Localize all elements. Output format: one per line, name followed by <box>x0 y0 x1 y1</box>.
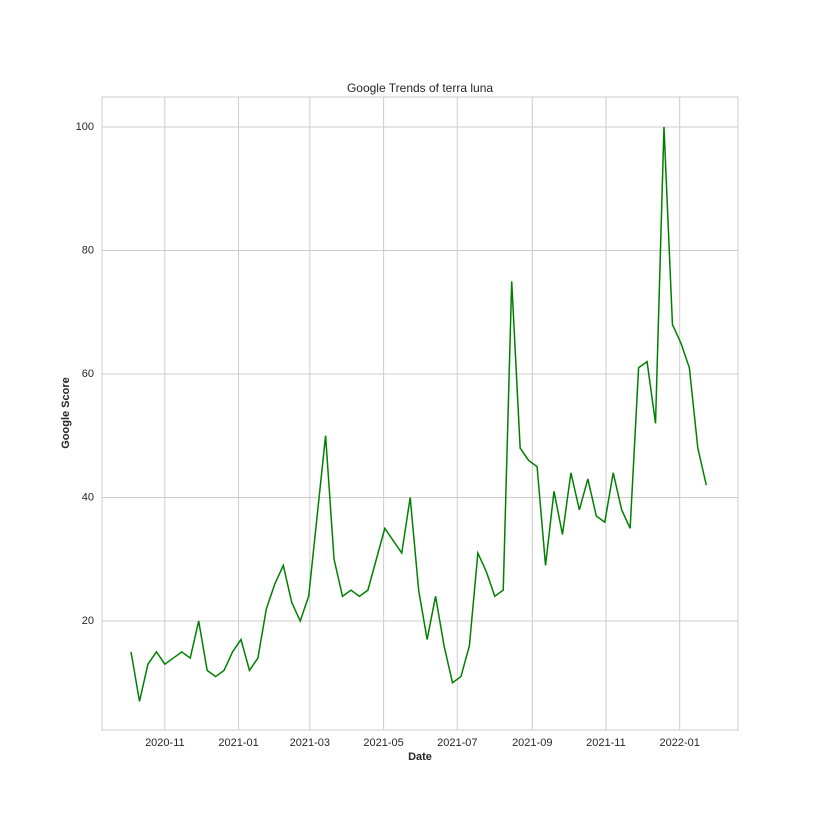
x-tick-label: 2022-01 <box>660 737 700 749</box>
x-tick-label: 2021-03 <box>290 737 330 749</box>
x-tick-label: 2021-07 <box>437 737 477 749</box>
x-tick-label: 2021-11 <box>586 737 626 749</box>
x-axis-label: Date <box>408 751 432 763</box>
y-tick-label: 100 <box>76 121 94 133</box>
y-axis-label: Google Score <box>60 377 72 449</box>
x-tick-label: 2021-01 <box>218 737 258 749</box>
y-tick-label: 40 <box>82 491 94 503</box>
plot-frame <box>101 96 739 731</box>
chart-title: Google Trends of terra luna <box>347 81 493 95</box>
y-tick-label: 80 <box>82 244 94 256</box>
x-tick-label: 2021-05 <box>363 737 403 749</box>
y-tick-label: 20 <box>82 615 94 627</box>
x-tick-label: 2021-09 <box>512 737 552 749</box>
line <box>130 126 708 702</box>
y-tick-label: 60 <box>82 368 94 380</box>
x-tick-label: 2020-11 <box>145 737 185 749</box>
